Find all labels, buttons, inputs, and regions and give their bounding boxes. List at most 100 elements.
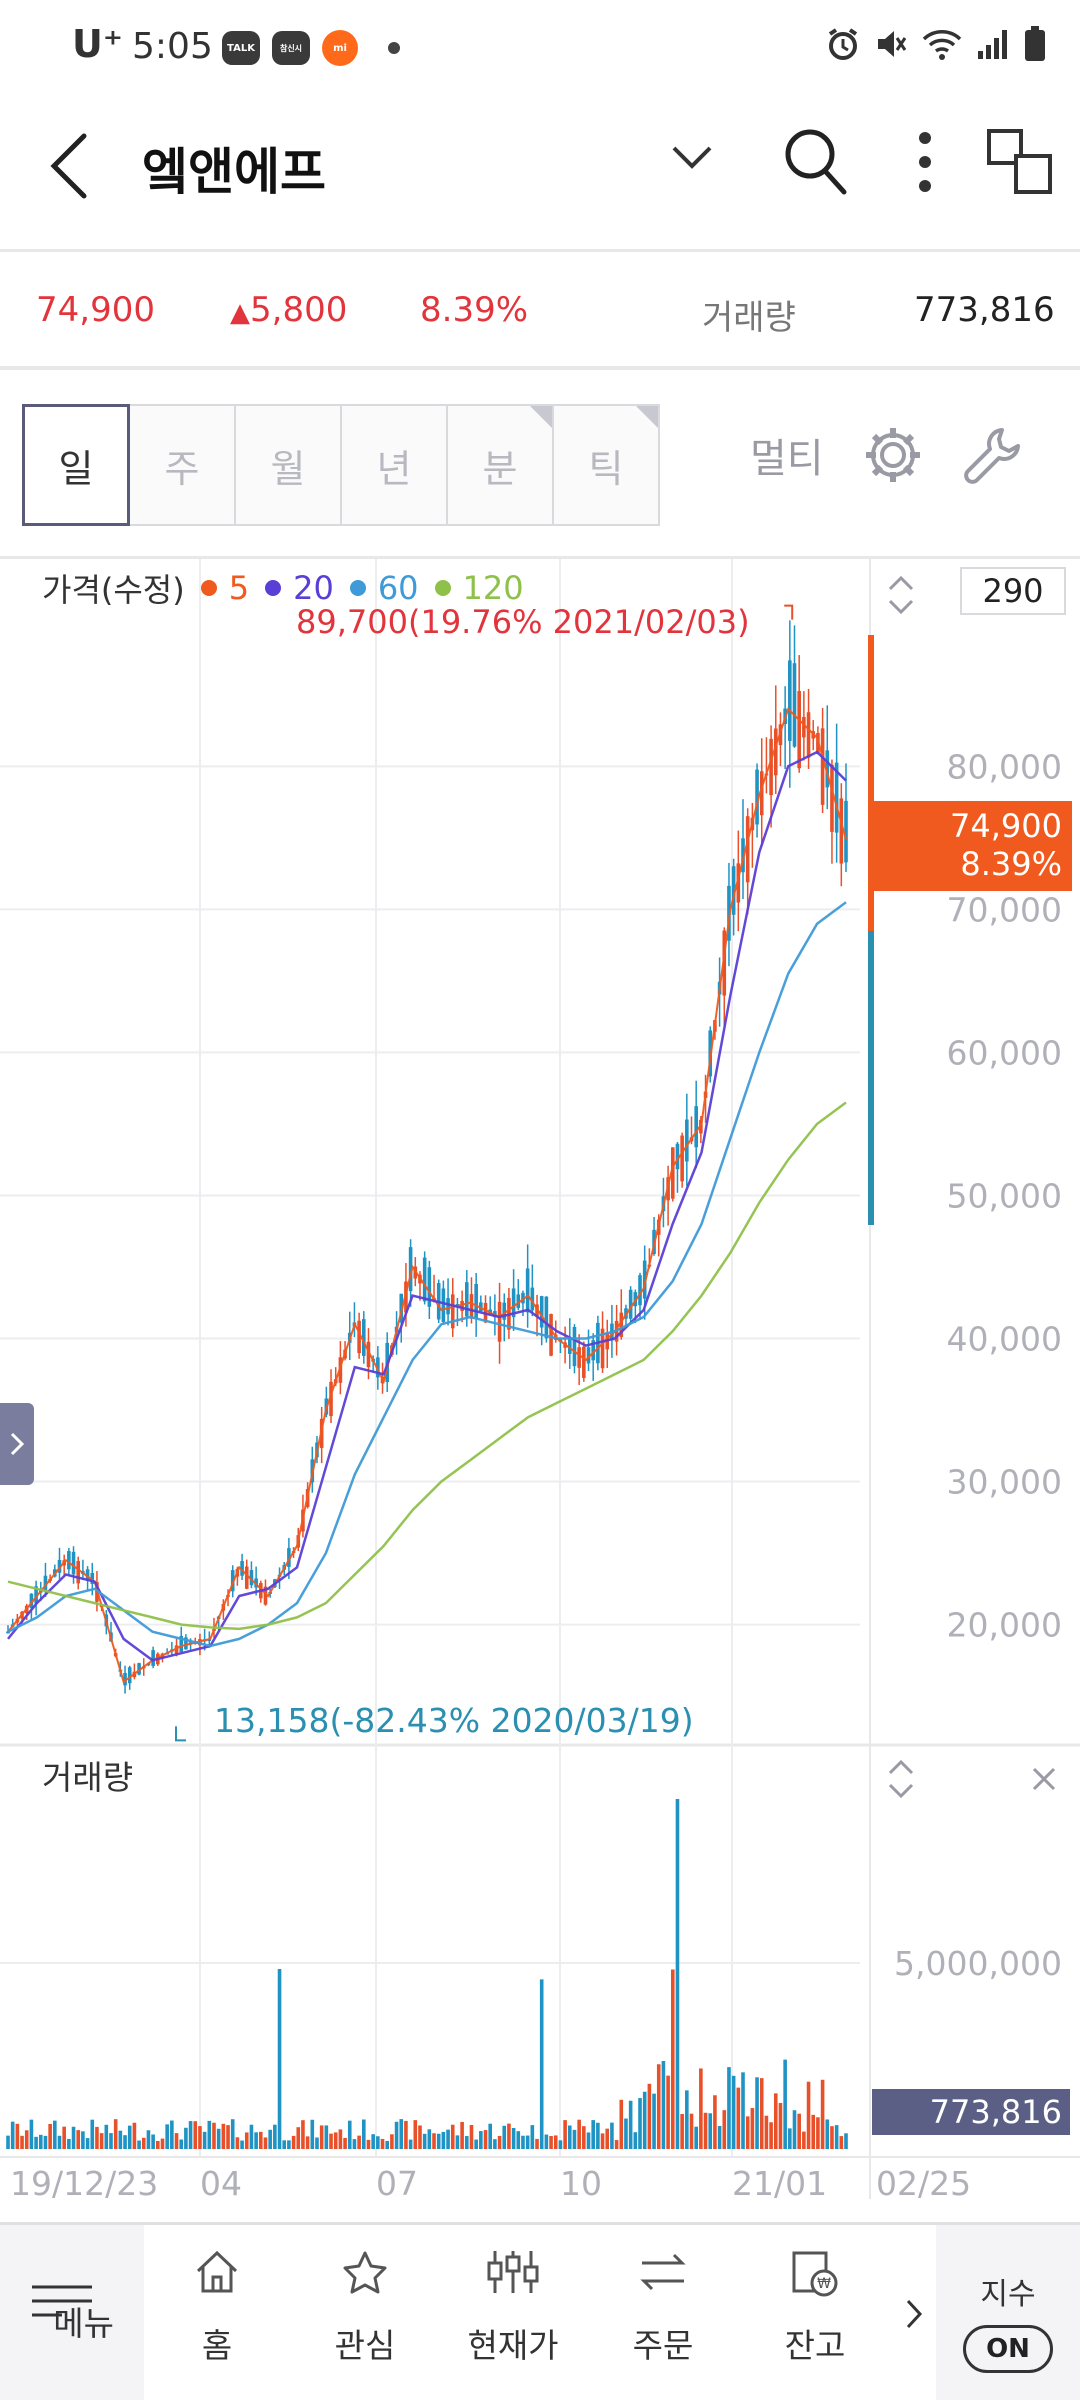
wrench-icon[interactable] bbox=[962, 424, 1024, 486]
candle-body bbox=[502, 1302, 507, 1320]
volume-bar bbox=[722, 2110, 727, 2149]
volume-bar bbox=[736, 2087, 741, 2149]
index-toggle[interactable]: 지수 ON bbox=[936, 2225, 1080, 2400]
volume-bar bbox=[432, 2133, 436, 2149]
candle-body bbox=[57, 1559, 62, 1573]
candle-body bbox=[67, 1551, 71, 1570]
ma-line-60 bbox=[7, 901, 847, 1648]
multi-chart-button[interactable]: 멀티 bbox=[750, 436, 824, 482]
nav-order[interactable]: 주문 bbox=[590, 2225, 736, 2400]
tab-minute[interactable]: 분 bbox=[446, 404, 554, 526]
candle-body bbox=[797, 691, 801, 769]
volume-bar bbox=[834, 2125, 839, 2149]
volume-bar bbox=[165, 2124, 169, 2149]
ma120-dot-icon bbox=[434, 580, 451, 596]
nav-order-label: 주문 bbox=[632, 2326, 694, 2365]
volume-bars bbox=[6, 1799, 848, 2149]
volume-bar bbox=[301, 2120, 305, 2149]
candle-body bbox=[788, 660, 792, 741]
volume-bar bbox=[441, 2131, 446, 2149]
candle-body bbox=[460, 1301, 464, 1312]
close-volume-icon[interactable] bbox=[1030, 1765, 1058, 1793]
candle-body bbox=[127, 1667, 132, 1684]
screen-switch-icon[interactable] bbox=[986, 128, 1054, 196]
volume-bar bbox=[750, 2108, 755, 2149]
volume-bar bbox=[413, 2120, 418, 2149]
y-tick-label: 30,000 bbox=[947, 1463, 1062, 1502]
stock-name[interactable]: 엨앤에프 bbox=[142, 143, 326, 201]
candle-body bbox=[642, 1260, 647, 1299]
carrier-label: U⁺ bbox=[72, 22, 123, 66]
volume-bar bbox=[118, 2130, 123, 2149]
volume-bar bbox=[741, 2072, 745, 2149]
more-notifications-dot bbox=[388, 42, 400, 54]
current-price: 74,900 bbox=[36, 290, 155, 330]
index-toggle-state[interactable]: ON bbox=[963, 2325, 1053, 2373]
candle-count-input[interactable]: 290 bbox=[960, 567, 1066, 615]
more-vert-icon[interactable] bbox=[912, 130, 938, 194]
candle-body bbox=[586, 1347, 591, 1364]
candle-body bbox=[525, 1268, 530, 1313]
volume-bar bbox=[315, 2137, 319, 2149]
gear-icon[interactable] bbox=[862, 424, 924, 486]
nav-watchlist[interactable]: 관심 bbox=[292, 2225, 438, 2400]
volume-bar bbox=[287, 2140, 291, 2149]
volume-bar bbox=[666, 2075, 670, 2149]
candle-body bbox=[516, 1294, 521, 1308]
back-arrow-icon[interactable] bbox=[44, 128, 94, 204]
candle-body bbox=[806, 712, 811, 758]
search-icon[interactable] bbox=[782, 126, 848, 196]
volume-bar bbox=[600, 2133, 605, 2149]
candle-body bbox=[521, 1292, 525, 1304]
candle-body bbox=[329, 1381, 333, 1417]
volume-bar bbox=[806, 2081, 811, 2149]
candle-body bbox=[820, 728, 825, 805]
chevron-right-icon bbox=[10, 1432, 25, 1456]
tab-tick[interactable]: 틱 bbox=[552, 404, 660, 526]
swap-arrows-icon bbox=[640, 2253, 686, 2291]
volume-bar bbox=[521, 2135, 525, 2149]
volume-bar bbox=[352, 2139, 357, 2149]
volume-bar bbox=[53, 2120, 57, 2149]
price-chart[interactable]: 80,000 70,000 60,000 50,000 40,000 30,000 20,0… bbox=[0, 556, 1080, 2222]
marker-percent: 8.39% bbox=[960, 845, 1062, 883]
candle-body bbox=[694, 1106, 698, 1148]
volume-bar bbox=[464, 2136, 469, 2149]
chart-canvas[interactable]: 80,000 70,000 60,000 50,000 40,000 30,000 20,0… bbox=[0, 559, 1080, 2225]
tab-week[interactable]: 주 bbox=[128, 404, 236, 526]
volume-bar bbox=[483, 2130, 488, 2149]
volume-bar bbox=[539, 1979, 544, 2149]
candle-body bbox=[572, 1327, 577, 1367]
nav-home[interactable]: 홈 bbox=[144, 2225, 290, 2400]
volume-bar bbox=[399, 2119, 404, 2149]
volume-bar bbox=[816, 2117, 820, 2149]
volume-bar bbox=[179, 2139, 184, 2149]
volume-bar bbox=[249, 2124, 254, 2149]
volume-bar bbox=[226, 2125, 230, 2149]
volume-bar bbox=[151, 2134, 155, 2149]
tab-day[interactable]: 일 bbox=[22, 404, 130, 526]
nav-menu[interactable]: 메뉴 bbox=[0, 2225, 144, 2400]
chevron-right-icon[interactable] bbox=[904, 2297, 924, 2331]
volume-bar bbox=[530, 2125, 535, 2149]
volume-bar bbox=[207, 2120, 212, 2149]
volume-bar bbox=[310, 2119, 315, 2149]
volume-resize-arrows-icon[interactable] bbox=[886, 1757, 916, 1801]
side-panel-handle[interactable] bbox=[0, 1403, 34, 1485]
candle-body bbox=[34, 1586, 38, 1604]
nav-balance[interactable]: ₩ 잔고 bbox=[742, 2225, 888, 2400]
candle-body bbox=[230, 1570, 235, 1592]
chevron-down-icon[interactable] bbox=[670, 142, 714, 172]
tab-month[interactable]: 월 bbox=[234, 404, 342, 526]
candle-body bbox=[357, 1320, 361, 1354]
home-icon bbox=[196, 2250, 238, 2293]
marker-price: 74,900 bbox=[950, 807, 1062, 845]
volume-bar bbox=[385, 2140, 390, 2149]
candle-body bbox=[450, 1294, 455, 1329]
nav-current-price[interactable]: 현재가 bbox=[440, 2225, 586, 2400]
volume-bar bbox=[680, 2114, 684, 2149]
tab-year[interactable]: 년 bbox=[340, 404, 448, 526]
resize-arrows-icon[interactable] bbox=[886, 573, 916, 617]
volume-bar bbox=[20, 2135, 24, 2149]
candle-body bbox=[544, 1296, 549, 1339]
